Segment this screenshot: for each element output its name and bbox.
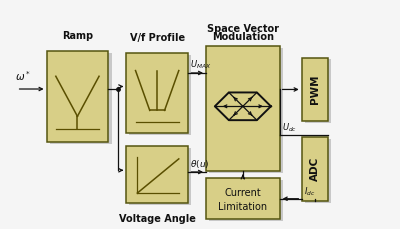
Bar	[209, 48, 283, 173]
Bar	[206, 46, 280, 171]
Bar	[305, 59, 331, 123]
Text: Voltage Angle: Voltage Angle	[119, 213, 196, 224]
Text: Current: Current	[224, 188, 261, 198]
Text: $I_{dc}$: $I_{dc}$	[304, 186, 315, 198]
Bar	[46, 51, 108, 142]
Bar	[206, 178, 280, 219]
Bar	[130, 55, 191, 134]
Text: Space Vector: Space Vector	[207, 24, 279, 34]
Bar	[126, 53, 188, 133]
Bar	[126, 146, 188, 203]
Text: PWM: PWM	[310, 75, 320, 104]
Bar	[130, 148, 191, 205]
Text: Ramp: Ramp	[62, 30, 93, 41]
Text: ADC: ADC	[310, 157, 320, 181]
Text: $\theta(u)$: $\theta(u)$	[190, 158, 209, 170]
Text: $\omega^*$: $\omega^*$	[15, 70, 31, 83]
Text: $U_{dc}$: $U_{dc}$	[282, 122, 297, 134]
Text: $U_{MAX}$: $U_{MAX}$	[190, 59, 211, 71]
Bar	[209, 180, 283, 221]
Bar	[302, 137, 328, 201]
Bar	[50, 53, 112, 144]
Text: Modulation: Modulation	[212, 32, 274, 42]
Bar	[305, 139, 331, 203]
Text: Limitation: Limitation	[218, 202, 268, 212]
Bar	[302, 58, 328, 121]
Text: V/f Profile: V/f Profile	[130, 33, 185, 43]
